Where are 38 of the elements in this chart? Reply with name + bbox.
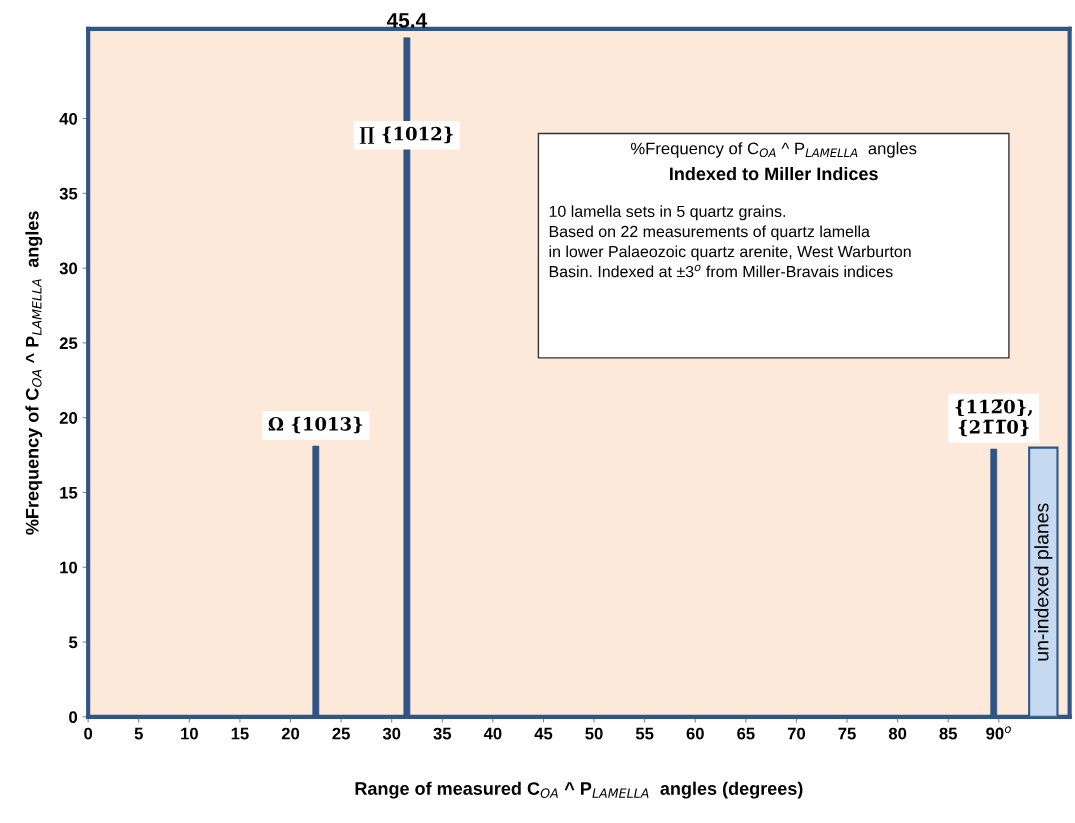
data-label: 45.4 (386, 13, 428, 28)
x-tick-label: 15 (231, 727, 249, 740)
y-tick-label: 30 (59, 262, 78, 275)
y-tick-label: 20 (59, 412, 78, 424)
x-tick-label: 70 (787, 727, 806, 740)
x-tick-label: 80 (888, 727, 907, 740)
annotation: ∏ {1012} (359, 126, 453, 144)
x-tick-label: 5 (134, 727, 143, 740)
x-tick-label: 50 (585, 727, 603, 740)
y-tick-label: 10 (60, 561, 78, 574)
x-tick-label: 0 (84, 727, 93, 740)
x-tick-label: 55 (635, 727, 654, 740)
x-tick-label: 30 (382, 727, 401, 740)
y-tick-label: 0 (69, 711, 78, 724)
x-tick-label: 40 (483, 727, 502, 740)
y-axis-title: %Frequency of C$_{OA}$ ^ P$_{LAMELLA}$ angles (25, 211, 43, 535)
x-tick-label: 35 (433, 727, 452, 740)
x-tick-label: 60 (686, 727, 704, 740)
y-tick-label: 40 (59, 112, 78, 125)
y-tick-label: 35 (59, 187, 78, 200)
y-tick-label: 5 (68, 636, 78, 649)
x-tick-label: 85 (939, 727, 958, 740)
y-tick-label: 25 (59, 337, 78, 350)
annotation: {112̅0}, {21̅1̅0} (955, 399, 1032, 437)
x-tick-label: 65 (737, 727, 755, 740)
y-tick-label: 15 (60, 487, 78, 499)
x-tick-label: 20 (281, 727, 300, 740)
text: %Frequency of C$_{OA}$ ^ P$_{LAMELLA}$ angles (630, 142, 917, 158)
text: Indexed to Miller Indices (670, 166, 878, 181)
x-tick-label: 45 (534, 727, 553, 740)
series-label: un-indexed planes (1034, 503, 1053, 661)
annotation: Ω {1013} (268, 416, 363, 434)
x-tick-label: 10 (181, 727, 198, 740)
annotation: 10 lamella sets in 5 quartz grains. Based on 22 measurements of quartz lamella in lower Palaeozoic quartz arenite, West Warburton Basin. Indexed at ±3$^{o}$ from Miller-Bravais indices (549, 205, 911, 278)
x-tick-label: 25 (332, 727, 350, 740)
x-axis-title: Range of measured C$_{OA}$ ^ P$_{LAMELLA}$ angles (degrees) (355, 781, 803, 799)
x-tick-label: 90$^{o}$ (986, 726, 1011, 740)
x-tick-label: 75 (838, 727, 856, 740)
